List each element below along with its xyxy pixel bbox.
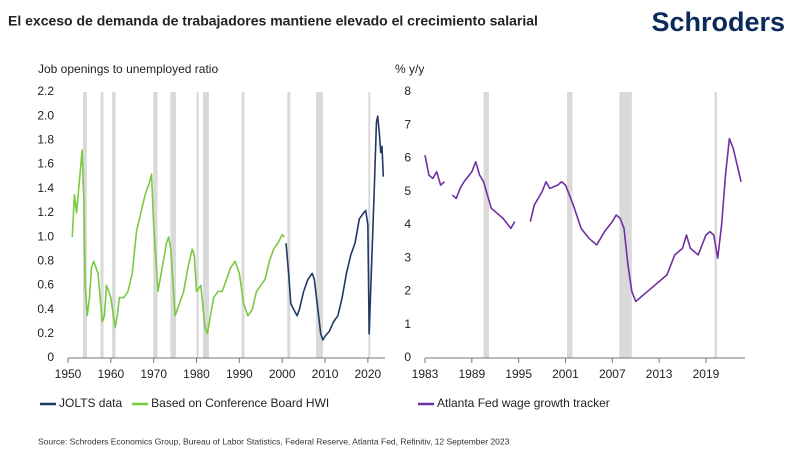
x-tick-label: 2019 [693,367,720,381]
y-tick-label: 0 [47,350,54,364]
recession-band [153,92,158,358]
x-tick-label: 1950 [55,367,82,381]
recession-band [316,92,323,358]
y-tick-label: 0.6 [37,278,54,292]
recession-band [483,92,489,358]
y-tick-label: 0.2 [37,326,54,340]
x-tick-label: 2013 [646,367,673,381]
series-line [71,149,285,335]
recession-band [112,92,116,358]
x-tick-label: 2000 [269,367,296,381]
y-tick-label: 1 [404,317,411,331]
x-tick-label: 1983 [412,367,439,381]
legend-label: JOLTS data [59,396,122,410]
recession-band [170,92,176,358]
y-axis-title: % y/y [395,62,424,76]
recession-band [287,92,291,358]
y-tick-label: 2 [404,284,411,298]
y-axis-title: Job openings to unemployed ratio [38,62,218,76]
legend-label: Atlanta Fed wage growth tracker [437,396,610,410]
recession-band [202,92,209,358]
recession-band [196,92,199,358]
recession-band [714,92,717,358]
source: Source: Schroders Economics Group, Burea… [38,436,510,446]
x-tick-label: 2001 [552,367,579,381]
y-tick-label: 1.0 [37,229,54,243]
y-tick-label: 8 [404,84,411,98]
x-tick-label: 2007 [599,367,626,381]
x-tick-label: 1960 [97,367,124,381]
y-tick-label: 5 [404,184,411,198]
y-tick-label: 4 [404,217,411,231]
y-tick-label: 1.6 [37,157,54,171]
x-tick-label: 2020 [355,367,382,381]
x-tick-label: 1970 [140,367,167,381]
y-tick-label: 2.2 [37,84,54,98]
x-tick-label: 1980 [183,367,210,381]
legend-label: Based on Conference Board HWI [151,396,329,410]
logo: Schroders [651,7,785,37]
y-tick-label: 1.4 [37,181,54,195]
recession-band [100,92,104,358]
x-tick-label: 2010 [312,367,339,381]
y-tick-label: 6 [404,151,411,165]
y-tick-label: 7 [404,117,411,131]
series-line [285,115,385,341]
x-tick-label: 1990 [226,367,253,381]
x-tick-label: 1989 [458,367,485,381]
x-tick-label: 1995 [505,367,532,381]
y-tick-label: 3 [404,250,411,264]
recession-band [368,92,371,358]
y-tick-label: 1.8 [37,133,54,147]
series-line [424,137,742,303]
recession-band [619,92,632,358]
y-tick-label: 1.2 [37,205,54,219]
y-tick-label: 0.4 [37,302,54,316]
recession-band [567,92,573,358]
recession-band [241,92,245,358]
y-tick-label: 2.0 [37,108,54,122]
title: El exceso de demanda de trabajadores man… [8,13,538,29]
y-tick-label: 0 [404,350,411,364]
y-tick-label: 0.8 [37,253,54,267]
